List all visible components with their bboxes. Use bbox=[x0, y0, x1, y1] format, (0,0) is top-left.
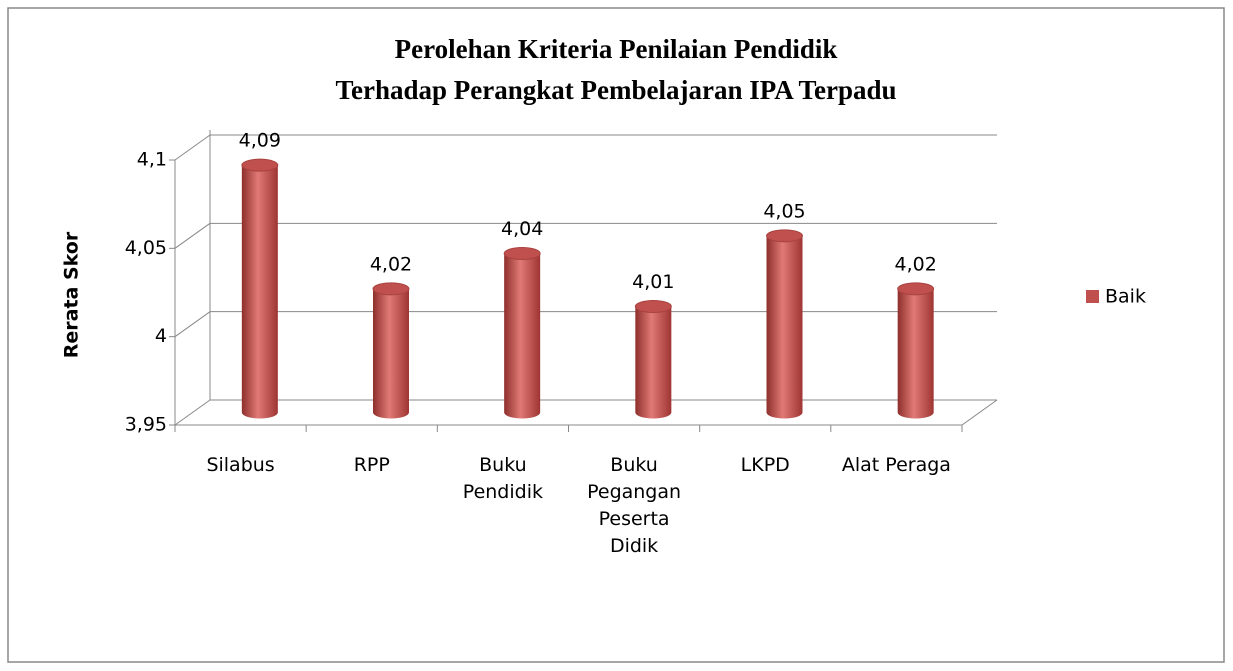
legend-swatch bbox=[1086, 290, 1099, 303]
bar-top bbox=[766, 229, 803, 243]
chart-border bbox=[7, 7, 1225, 663]
data-label: 4,09 bbox=[239, 130, 281, 152]
y-axis-label: Rerata Skor bbox=[61, 231, 83, 358]
x-tick-label: Buku Pegangan Peserta Didik bbox=[587, 454, 682, 557]
bar-top bbox=[634, 300, 672, 313]
data-label: 4,04 bbox=[501, 218, 543, 240]
grid-line bbox=[174, 134, 211, 161]
bar bbox=[504, 253, 541, 419]
x-tick-label: LKPD bbox=[740, 454, 790, 476]
grid-line bbox=[174, 222, 211, 249]
bar-top bbox=[241, 158, 279, 172]
legend-label: Baik bbox=[1105, 286, 1146, 308]
bar bbox=[373, 288, 410, 419]
bar-top bbox=[372, 282, 410, 296]
bar-top bbox=[503, 247, 541, 260]
bar bbox=[897, 288, 934, 419]
y-tick-label: 4 bbox=[155, 325, 167, 347]
bar-top bbox=[897, 282, 935, 296]
x-tick-label: RPP bbox=[353, 454, 390, 476]
chart-title: Terhadap Perangkat Pembelajaran IPA Terp… bbox=[335, 75, 896, 105]
y-tick-label: 4,1 bbox=[137, 149, 167, 171]
data-label: 4,02 bbox=[895, 253, 937, 275]
grid-line bbox=[174, 311, 211, 338]
data-label: 4,05 bbox=[763, 200, 805, 222]
bar bbox=[766, 235, 803, 419]
bar bbox=[635, 306, 672, 419]
bar bbox=[241, 165, 278, 419]
x-tick-label: Buku Pendidik bbox=[462, 454, 543, 503]
chart-title: Perolehan Kriteria Penilaian Pendidik bbox=[395, 34, 838, 64]
x-tick-label: Alat Peraga bbox=[841, 454, 951, 476]
data-label: 4,02 bbox=[370, 253, 412, 275]
grid-line bbox=[174, 399, 211, 426]
data-label: 4,01 bbox=[632, 271, 674, 293]
x-tick-label: Silabus bbox=[206, 454, 275, 476]
y-tick-label: 3,95 bbox=[125, 414, 167, 436]
y-tick-label: 4,05 bbox=[125, 237, 167, 259]
